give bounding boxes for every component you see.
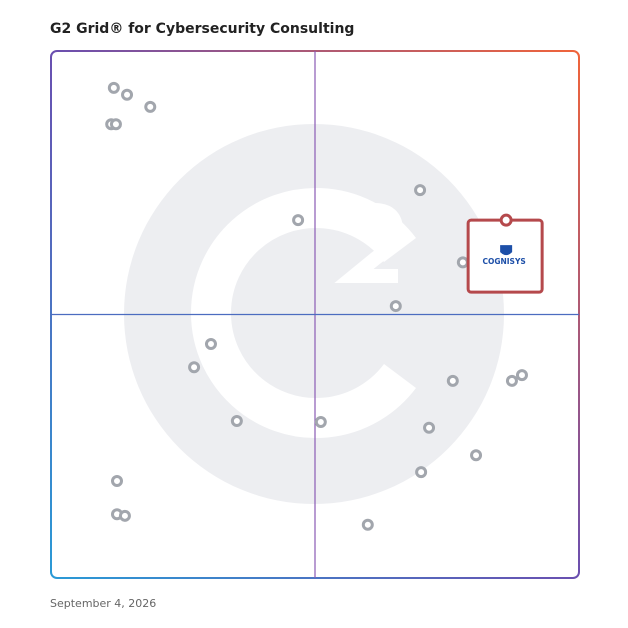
highlight-point <box>499 213 513 227</box>
vendor-point <box>446 374 459 387</box>
date-footnote: September 4, 2026 <box>50 597 156 610</box>
vendor-point <box>414 184 427 197</box>
vendor-point <box>292 214 305 227</box>
vendor-point <box>505 374 518 387</box>
vendor-point <box>109 118 122 131</box>
vendor-point <box>389 300 402 313</box>
vendor-point <box>118 509 131 522</box>
vendor-point <box>121 88 134 101</box>
vendor-point <box>188 361 201 374</box>
vendor-point <box>470 449 483 462</box>
highlight-label: COGNISYS <box>482 257 525 266</box>
vendor-point <box>111 475 123 488</box>
vendor-point <box>314 416 327 429</box>
vendor-point <box>107 81 120 94</box>
vendor-point <box>456 256 469 269</box>
vendor-point <box>423 421 436 434</box>
vendor-point <box>515 369 528 382</box>
vendor-point <box>361 518 374 531</box>
vendor-logo <box>500 245 513 256</box>
vendor-point <box>144 100 157 113</box>
highlight-box <box>466 218 544 294</box>
vendor-point <box>415 466 428 479</box>
vendor-point <box>230 414 243 427</box>
chart-title: G2 Grid® for Cybersecurity Consulting <box>50 21 354 37</box>
vendor-point <box>204 338 217 351</box>
